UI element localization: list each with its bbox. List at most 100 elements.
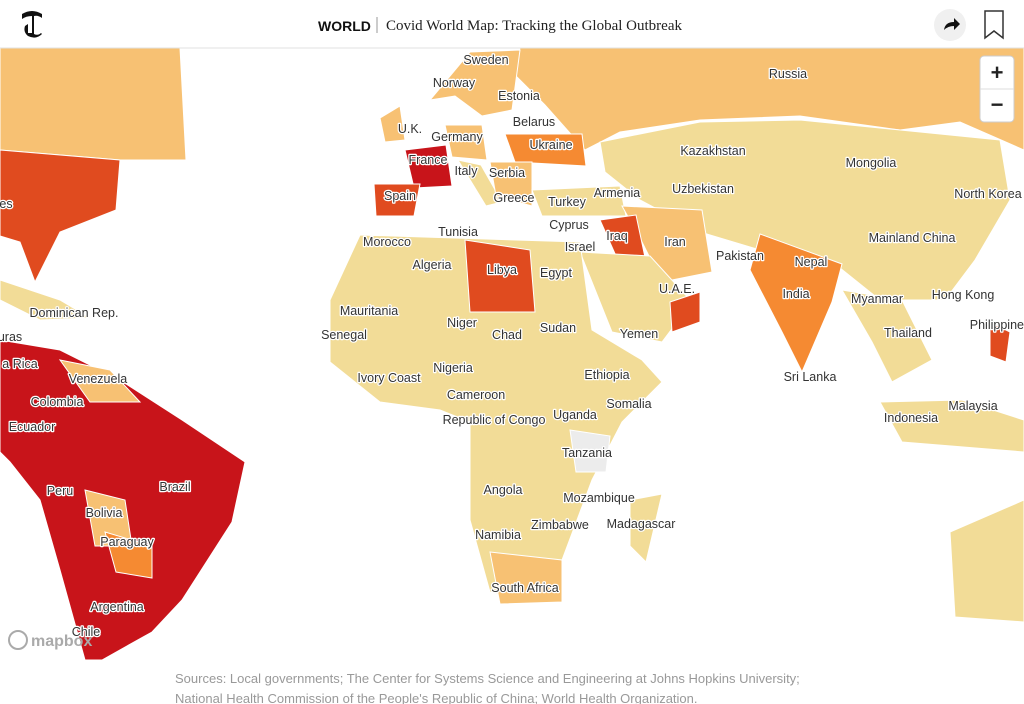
country-shape	[373, 183, 421, 217]
country-label: Republic of Congo	[443, 413, 546, 427]
country-shape	[489, 161, 533, 207]
country-label: Israel	[565, 240, 596, 254]
mapbox-logo[interactable]: mapbox	[31, 633, 92, 650]
country-label: Egypt	[540, 266, 572, 280]
country-shape	[749, 233, 843, 374]
country-shape	[511, 47, 1024, 151]
country-label: Senegal	[321, 328, 367, 342]
country-label: Belarus	[513, 115, 555, 129]
country-label: Italy	[455, 164, 479, 178]
country-label: South Africa	[491, 581, 558, 595]
country-label: Algeria	[413, 258, 452, 272]
country-label: Ivory Coast	[357, 371, 421, 385]
country-shape	[0, 47, 187, 161]
country-shape	[841, 289, 933, 383]
country-label: Ethiopia	[584, 368, 629, 382]
country-label: Sri Lanka	[784, 370, 837, 384]
country-label: Estonia	[498, 89, 540, 103]
country-label: Tanzania	[562, 446, 612, 460]
country-label: France	[409, 153, 448, 167]
country-label: Ukraine	[529, 138, 572, 152]
zoom-in[interactable]: +	[991, 60, 1004, 85]
country-label: Venezuela	[69, 372, 127, 386]
country-label: India	[782, 287, 809, 301]
bookmark-button[interactable]	[984, 10, 1004, 40]
country-label: Paraguay	[100, 535, 154, 549]
country-label: Chad	[492, 328, 522, 342]
country-label: Mozambique	[563, 491, 635, 505]
country-label: Nigeria	[433, 361, 473, 375]
mapbox-icon	[8, 630, 28, 650]
country-label: Libya	[487, 263, 517, 277]
country-label: Bolivia	[86, 506, 123, 520]
country-label: uras	[0, 330, 22, 344]
country-label: U.K.	[398, 122, 422, 136]
country-label: Malaysia	[948, 399, 997, 413]
country-label: Mauritania	[340, 304, 398, 318]
country-label: U.A.E.	[659, 282, 695, 296]
nyt-logo[interactable]	[22, 11, 42, 38]
section-label[interactable]: WORLD	[318, 18, 371, 34]
country-shape	[489, 551, 563, 605]
country-shape	[569, 429, 611, 473]
country-label: Serbia	[489, 166, 525, 180]
country-shape	[949, 499, 1024, 623]
country-shape	[669, 291, 701, 333]
country-shape	[599, 119, 1011, 301]
country-label: Sweden	[463, 53, 508, 67]
country-label: Sudan	[540, 321, 576, 335]
country-label: Hong Kong	[932, 288, 995, 302]
country-label: Cyprus	[549, 218, 589, 232]
country-label: Indonesia	[884, 411, 938, 425]
country-label: Namibia	[475, 528, 521, 542]
country-label: Morocco	[363, 235, 411, 249]
country-label: Colombia	[31, 395, 84, 409]
country-label: a Rica	[2, 357, 37, 371]
country-label: Greece	[494, 191, 535, 205]
country-label: Argentina	[90, 600, 144, 614]
sources-line: Sources: Local governments; The Center f…	[175, 671, 800, 686]
country-label: Turkey	[548, 195, 586, 209]
zoom-out[interactable]: −	[991, 92, 1004, 117]
country-shape	[0, 279, 92, 321]
country-shape	[428, 49, 521, 117]
country-label: Russia	[769, 67, 807, 81]
country-label: Angola	[484, 483, 523, 497]
country-shape	[444, 124, 488, 161]
country-shape	[464, 239, 536, 313]
country-label: Norway	[433, 76, 476, 90]
country-label: Thailand	[884, 326, 932, 340]
country-label: Iraq	[606, 229, 628, 243]
country-shape	[0, 149, 121, 284]
country-label: Mongolia	[846, 156, 897, 170]
country-label: Somalia	[606, 397, 651, 411]
country-label: Germany	[431, 130, 483, 144]
country-label: Myanmar	[851, 292, 903, 306]
header	[0, 0, 1024, 48]
country-label: Armenia	[594, 186, 641, 200]
country-shape	[404, 144, 453, 189]
country-label: Peru	[47, 484, 73, 498]
country-label: Spain	[384, 189, 416, 203]
country-label: Nepal	[795, 255, 828, 269]
sources-line: National Health Commission of the People…	[175, 691, 698, 704]
countries	[0, 47, 1024, 661]
country-label: Madagascar	[607, 517, 676, 531]
share-icon	[944, 18, 960, 30]
country-label: Yemen	[620, 327, 659, 341]
country-label: Niger	[447, 316, 477, 330]
country-label: Chile	[72, 625, 101, 639]
country-label: Philippines	[970, 318, 1024, 332]
country-label: Uganda	[553, 408, 597, 422]
country-shape	[989, 321, 1011, 363]
country-shape	[879, 399, 1024, 453]
country-shape	[58, 359, 142, 403]
country-label: Mainland China	[869, 231, 956, 245]
country-label: es	[0, 197, 13, 211]
country-label: Uzbekistan	[672, 182, 734, 196]
country-label: North Korea	[954, 187, 1021, 201]
country-shape	[629, 493, 663, 563]
country-label: Dominican Rep.	[30, 306, 119, 320]
